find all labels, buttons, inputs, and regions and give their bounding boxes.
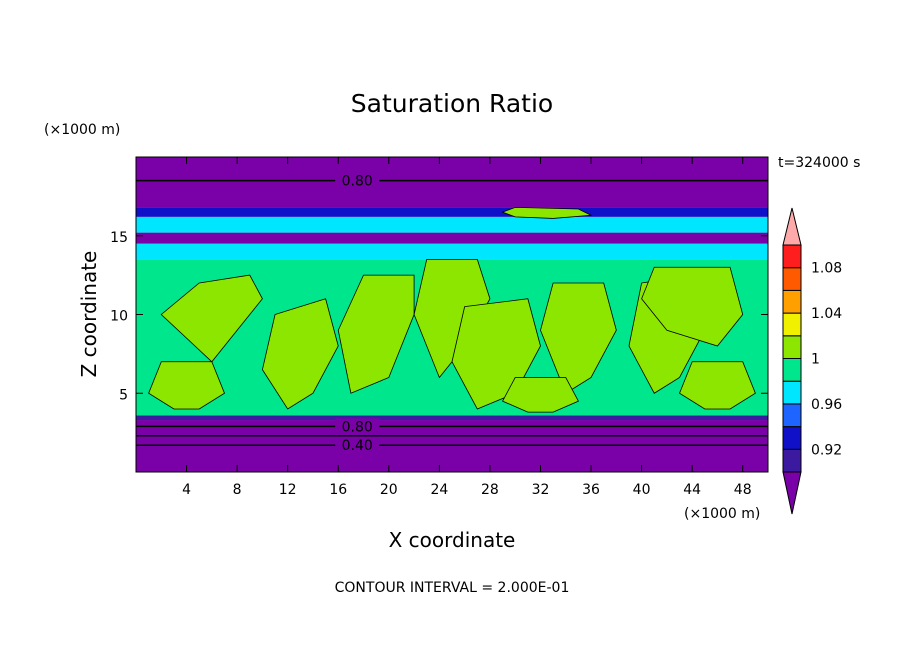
contour-label-2: 0.40	[342, 438, 373, 454]
x-tick-label-1: 8	[233, 482, 242, 498]
x-tick-label-3: 16	[329, 482, 347, 498]
contour-patch-9	[502, 377, 579, 413]
x-tick-label-4: 20	[380, 482, 398, 498]
footer-label: CONTOUR INTERVAL = 2.000E-01	[335, 580, 570, 596]
y-tick-label-1: 10	[110, 309, 128, 325]
field-band-5	[136, 216, 768, 233]
colorbar-box-8	[782, 267, 802, 291]
field-band-6	[136, 207, 768, 217]
field-band-4	[136, 232, 768, 244]
field-band-7	[136, 157, 768, 208]
x-tick-label-10: 44	[683, 482, 701, 498]
x-tick-label-0: 4	[182, 482, 191, 498]
colorbar-label-0: 0.92	[811, 442, 842, 458]
y-axis-label: Z coordinate	[77, 251, 101, 378]
contour-label-bg-2	[335, 437, 380, 454]
contour-patch-5	[540, 282, 617, 394]
colorbar-box-5	[782, 335, 802, 359]
colorbar-over-triangle	[782, 207, 802, 246]
colorbar-label-3: 1.04	[811, 306, 842, 322]
colorbar-box-3	[782, 380, 802, 405]
x-tick-label-5: 24	[430, 482, 448, 498]
colorbar: 0.92 0.96 1 1.04 1.08	[782, 207, 842, 515]
contour-patch-10	[679, 361, 756, 410]
contour-patch-11	[501, 206, 593, 219]
contour-label-1: 0.80	[342, 419, 373, 435]
x-tick-label-6: 28	[481, 482, 499, 498]
contour-patch-0	[160, 274, 263, 363]
field-band-0	[136, 420, 768, 472]
colorbar-box-9	[782, 244, 802, 269]
x-axis: 4 8 12 16 20 24 28 32 36 40 44 48	[182, 157, 752, 498]
colorbar-label-2: 1	[811, 352, 820, 368]
y-tick-label-0: 5	[119, 387, 128, 403]
contour-patch-1	[261, 298, 339, 410]
x-tick-label-9: 40	[633, 482, 651, 498]
x-tick-label-8: 36	[582, 482, 600, 498]
colorbar-label-4: 1.08	[811, 261, 842, 277]
colorbar-label-1: 0.96	[811, 397, 842, 413]
colorbar-box-7	[782, 289, 802, 314]
contour-label-bg-0	[335, 172, 380, 189]
colorbar-box-6	[782, 312, 802, 337]
colorbar-box-2	[782, 403, 802, 428]
contour-patch-7	[641, 266, 744, 347]
colorbar-box-0	[782, 448, 802, 473]
colorbar-under-triangle	[782, 471, 802, 515]
y-tick-label-2: 15	[110, 230, 128, 246]
field-band-1	[136, 415, 768, 421]
x-tick-label-2: 12	[279, 482, 297, 498]
colorbar-box-1	[782, 426, 802, 450]
y-axis: 5 10 15	[110, 230, 768, 403]
plot-area: 0.80 0.80 0.40	[136, 157, 768, 472]
contour-patch-8	[148, 361, 225, 410]
x-tick-label-11: 48	[734, 482, 752, 498]
contour-patch-2	[337, 274, 415, 394]
y-unit-label: (×1000 m)	[44, 122, 120, 138]
chart-title: Saturation Ratio	[351, 89, 553, 118]
x-axis-label: X coordinate	[389, 528, 516, 552]
time-label: t=324000 s	[778, 155, 860, 171]
contour-label-bg-1	[335, 418, 380, 435]
colorbar-box-4	[782, 358, 802, 382]
field-band-3	[136, 243, 768, 260]
contour-label-0: 0.80	[342, 174, 373, 190]
x-tick-label-7: 32	[532, 482, 550, 498]
x-unit-label: (×1000 m)	[684, 506, 760, 522]
